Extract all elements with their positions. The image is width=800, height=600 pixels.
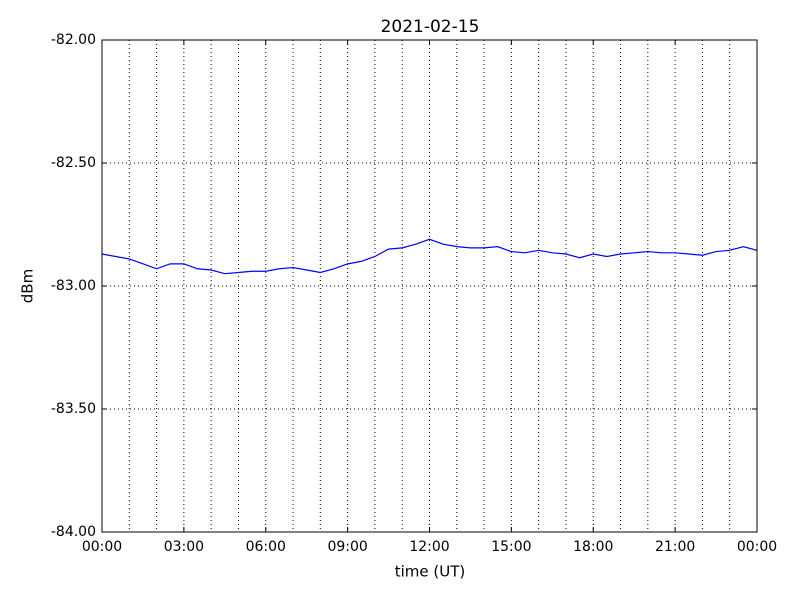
data-line bbox=[101, 238, 758, 275]
chart-title: 2021-02-15 bbox=[381, 17, 480, 37]
x-tick-label: 12:00 bbox=[409, 539, 449, 555]
y-axis-label: dBm bbox=[19, 269, 37, 303]
x-tick-label: 18:00 bbox=[573, 539, 613, 555]
x-tick-label: 06:00 bbox=[246, 539, 286, 555]
x-tick-label: 09:00 bbox=[327, 539, 367, 555]
y-tick-label: -83.50 bbox=[51, 401, 96, 417]
plot-frame bbox=[101, 39, 758, 533]
y-tick-label: -83.00 bbox=[51, 278, 96, 294]
x-tick-label: 15:00 bbox=[491, 539, 531, 555]
x-tick-label: 03:00 bbox=[164, 539, 204, 555]
x-axis-label: time (UT) bbox=[395, 563, 466, 581]
y-tick-label: -84.00 bbox=[51, 524, 96, 540]
x-tick-label: 00:00 bbox=[82, 539, 122, 555]
y-tick-label: -82.00 bbox=[51, 32, 96, 48]
x-tick-label: 00:00 bbox=[737, 539, 777, 555]
y-tick-label: -82.50 bbox=[51, 155, 96, 171]
x-tick-label: 21:00 bbox=[655, 539, 695, 555]
